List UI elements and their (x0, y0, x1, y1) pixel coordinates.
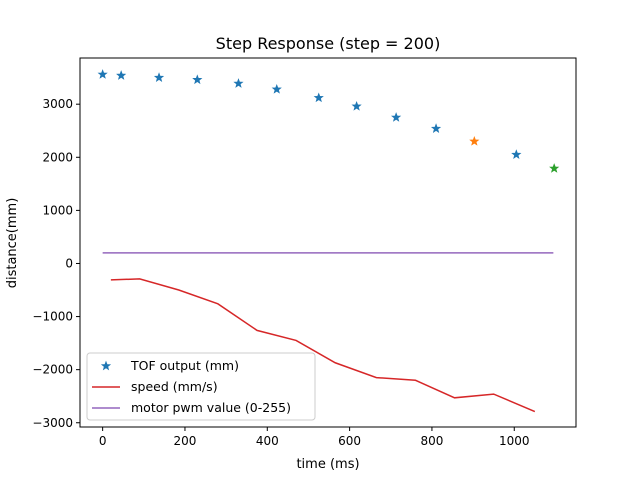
legend-box (86, 352, 316, 421)
y-tick-label: −3000 (32, 416, 73, 430)
data-point-star (313, 92, 324, 103)
x-tick-label: 800 (420, 434, 443, 448)
data-point-star (549, 163, 560, 173)
x-tick-label: 400 (256, 434, 279, 448)
plot-area (97, 69, 560, 413)
y-tick-label: −2000 (32, 363, 73, 377)
x-tick-label: 0 (99, 434, 107, 448)
y-axis: −3000 −2000 −1000 0 1000 2000 3000 (32, 97, 80, 430)
data-point-star (97, 69, 108, 79)
data-point-star (192, 74, 203, 85)
x-axis: 0 200 400 600 800 1000 (99, 427, 530, 448)
data-point-star (271, 83, 282, 94)
y-tick-label: 1000 (42, 203, 73, 217)
series-line-1 (110, 278, 536, 413)
x-axis-label: time (ms) (296, 457, 359, 472)
legend-label: TOF output (mm) (130, 358, 239, 373)
y-tick-label: 3000 (42, 97, 73, 111)
data-point-star (153, 72, 165, 82)
data-point-star (351, 100, 362, 111)
legend-items: TOF output (mm) speed (mm/s) motor pwm val… (92, 358, 291, 415)
data-point-star (233, 78, 244, 88)
chart-title: Step Response (step = 200) (216, 34, 441, 53)
y-tick-label: 0 (65, 256, 73, 270)
y-axis-label: distance(mm) (5, 198, 20, 289)
x-tick-label: 1000 (499, 434, 530, 448)
axes-frame (79, 57, 577, 428)
y-tick-label: −1000 (32, 310, 73, 324)
data-point-star (511, 149, 522, 159)
legend: TOF output (mm) speed (mm/s) motor pwm val… (86, 352, 316, 421)
legend-label: speed (mm/s) (131, 379, 218, 394)
data-point-star (116, 70, 127, 80)
y-tick-label: 2000 (42, 150, 73, 164)
legend-label: motor pwm value (0-255) (131, 400, 291, 415)
data-point-star (391, 112, 402, 122)
x-tick-label: 200 (174, 434, 197, 448)
x-tick-label: 600 (338, 434, 361, 448)
data-point-star (430, 123, 442, 133)
data-point-star (469, 136, 480, 146)
legend-star-swatch (100, 360, 112, 371)
